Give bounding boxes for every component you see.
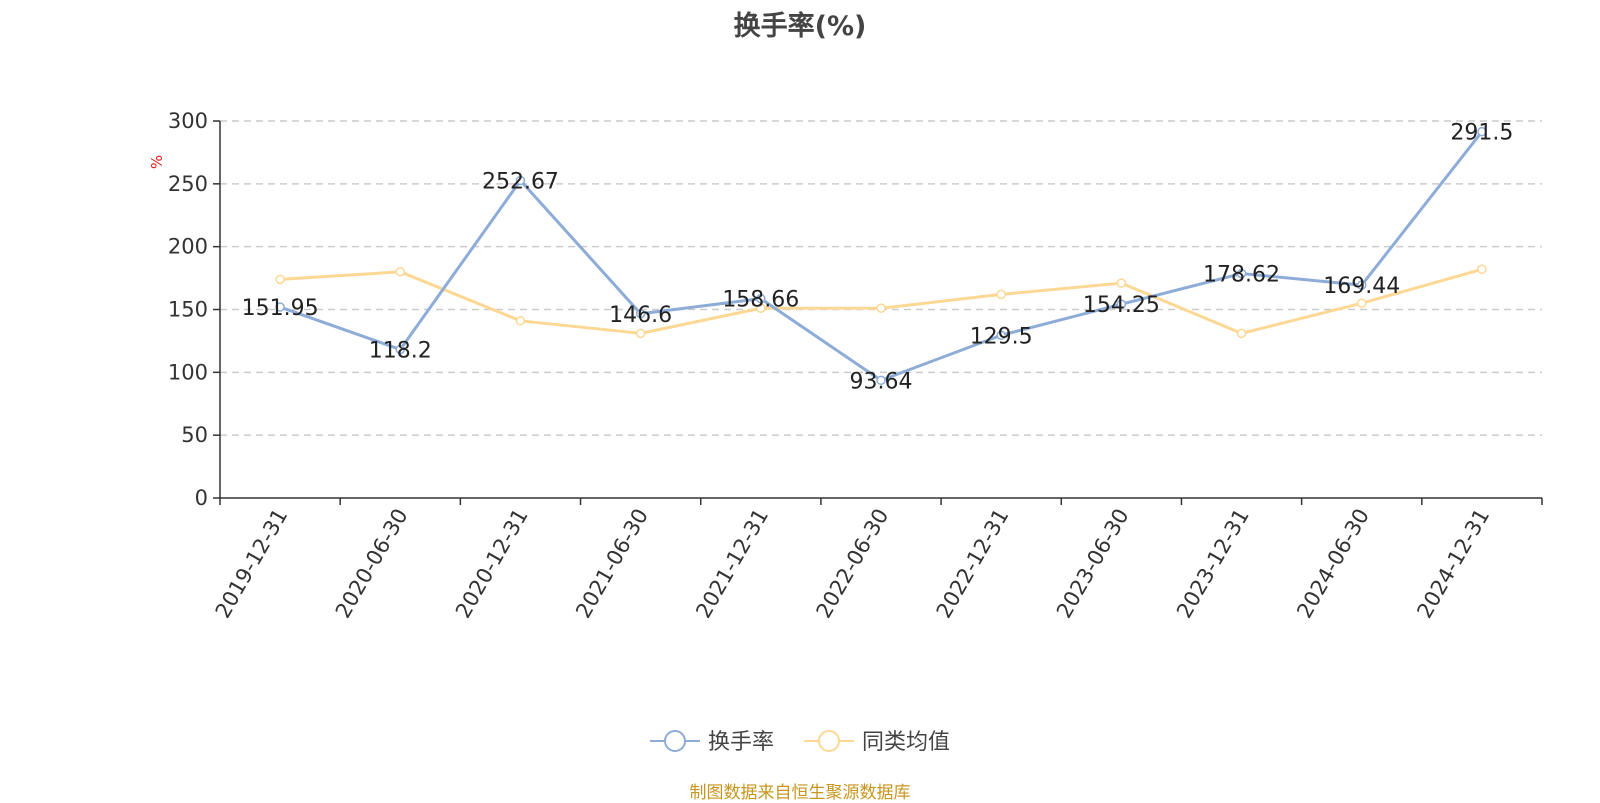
data-point bbox=[996, 330, 1006, 341]
y-tick-label: 200 bbox=[168, 235, 208, 259]
data-point bbox=[1116, 278, 1127, 288]
x-tick-label: 2021-12-31 bbox=[691, 505, 773, 623]
data-point bbox=[1477, 126, 1487, 137]
x-tick-label: 2022-06-30 bbox=[812, 505, 894, 623]
data-point bbox=[1356, 298, 1367, 308]
x-tick-label: 2023-06-30 bbox=[1052, 505, 1134, 623]
x-tick-label: 2020-12-31 bbox=[451, 505, 533, 623]
y-axis-label: % bbox=[148, 155, 166, 169]
data-source-note: 制图数据来自恒生聚源数据库 bbox=[689, 783, 911, 803]
x-tick-label: 2020-06-30 bbox=[331, 505, 413, 623]
data-label: 178.62 bbox=[1203, 263, 1280, 288]
data-point bbox=[275, 274, 285, 285]
data-point bbox=[756, 303, 766, 313]
x-tick-label: 2022-12-31 bbox=[932, 505, 1014, 623]
data-label: 151.95 bbox=[242, 296, 319, 321]
data-point bbox=[1236, 328, 1247, 339]
y-tick-label: 150 bbox=[168, 298, 208, 322]
x-tick-label: 2024-12-31 bbox=[1412, 505, 1494, 623]
data-label: 146.6 bbox=[609, 303, 672, 328]
data-point bbox=[515, 316, 526, 326]
data-label: 291.5 bbox=[1450, 121, 1513, 146]
data-point bbox=[275, 302, 285, 312]
legend-marker bbox=[818, 730, 840, 752]
y-tick-label: 100 bbox=[168, 360, 208, 384]
data-label: 118.2 bbox=[369, 338, 432, 363]
data-point bbox=[1477, 264, 1487, 275]
legend-item-peer-average: 同类均值 bbox=[804, 730, 950, 755]
data-point bbox=[395, 267, 406, 277]
y-tick-label: 0 bbox=[195, 486, 208, 510]
x-tick-label: 2019-12-31 bbox=[211, 505, 293, 623]
data-point bbox=[395, 344, 406, 355]
data-point bbox=[876, 375, 886, 386]
legend-label: 同类均值 bbox=[862, 730, 950, 755]
x-tick-label: 2024-06-30 bbox=[1292, 505, 1374, 623]
data-point bbox=[635, 328, 646, 339]
legend-marker bbox=[664, 730, 686, 752]
data-point bbox=[876, 303, 886, 313]
data-label: 93.64 bbox=[850, 369, 913, 394]
data-point bbox=[1236, 268, 1247, 279]
data-point bbox=[635, 309, 646, 319]
data-point bbox=[515, 175, 526, 186]
y-tick-label: 50 bbox=[181, 423, 208, 447]
legend-item-turnover: 换手率 bbox=[650, 730, 774, 755]
data-label: 158.66 bbox=[722, 288, 799, 313]
y-tick-label: 250 bbox=[168, 172, 208, 196]
x-tick-label: 2023-12-31 bbox=[1172, 505, 1254, 623]
data-label: 154.25 bbox=[1083, 293, 1160, 318]
data-point bbox=[756, 293, 766, 304]
data-label: 169.44 bbox=[1323, 274, 1400, 299]
x-tick-label: 2021-06-30 bbox=[571, 505, 653, 623]
series-line-turnover bbox=[279, 130, 1484, 382]
data-label: 252.67 bbox=[482, 169, 559, 194]
data-point bbox=[996, 289, 1006, 300]
legend-label: 换手率 bbox=[708, 730, 774, 755]
data-point bbox=[1356, 280, 1367, 290]
data-point bbox=[1116, 299, 1127, 309]
y-tick-label: 300 bbox=[168, 109, 208, 133]
chart-title: 换手率(%) bbox=[733, 11, 867, 42]
data-label: 129.5 bbox=[970, 324, 1033, 349]
